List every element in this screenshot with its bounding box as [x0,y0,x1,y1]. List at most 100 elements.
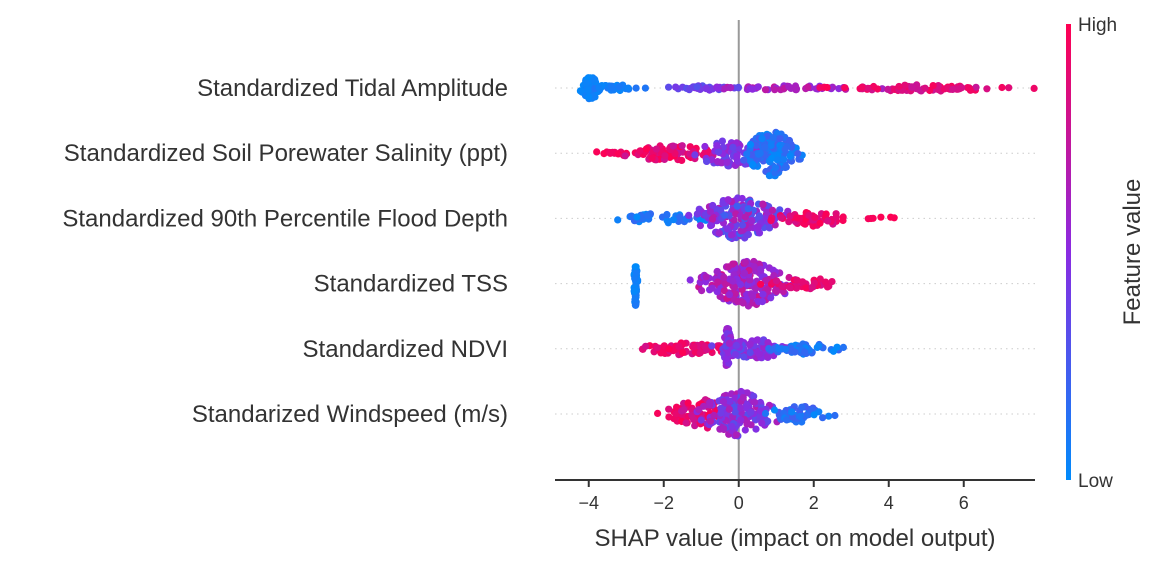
x-axis-label: SHAP value (impact on model output) [594,525,995,552]
data-point [648,154,656,162]
data-point [1030,84,1038,92]
data-point [921,84,929,92]
data-point [644,211,652,220]
data-point [706,417,715,425]
data-point [785,136,794,145]
data-point [733,152,741,160]
data-point [831,411,839,420]
data-point [663,211,671,219]
data-point [770,406,779,414]
data-point [739,394,747,402]
data-point [632,301,640,309]
data-point [750,392,758,400]
data-point [776,135,784,143]
data-point [614,150,622,158]
data-point [761,143,769,151]
data-point [701,142,709,151]
data-point [754,223,762,231]
data-point [606,148,614,157]
data-point [796,412,804,421]
data-point [730,283,738,291]
data-point [701,342,709,351]
data-point [841,84,849,92]
data-point [720,85,728,93]
data-point [771,86,779,94]
data-point [822,278,830,286]
data-point [816,219,824,227]
data-point [748,217,756,225]
data-point [725,397,733,405]
data-point [816,275,824,283]
data-point [767,141,775,150]
data-point [767,294,775,302]
data-point [768,154,776,162]
data-point [633,213,641,221]
data-point [713,142,721,150]
data-point [708,342,716,350]
data-point [720,287,729,295]
data-point [743,150,751,158]
data-point [732,431,741,439]
data-point [672,410,680,418]
data-point [624,84,632,92]
data-point [738,221,747,229]
data-point [685,211,693,219]
data-point [798,403,806,411]
data-point [949,85,957,93]
data-point [785,82,793,91]
data-point [755,350,763,358]
data-point [631,274,639,283]
data-point [652,145,661,153]
data-point [799,278,807,286]
data-point [737,416,745,424]
data-point [754,336,762,344]
data-point [765,172,774,180]
data-point [772,287,780,295]
data-point [746,141,755,149]
data-point [732,341,741,349]
data-point [858,83,866,91]
data-point [736,280,745,289]
data-point [741,213,750,221]
data-point [786,152,794,160]
data-point [584,86,592,94]
feature-label: Standardized Soil Porewater Salinity (pp… [64,140,508,167]
data-point [614,216,622,224]
data-point [678,156,686,164]
data-point [819,414,827,422]
data-point [764,339,772,347]
data-point [607,82,615,90]
data-point [801,348,809,356]
data-point [735,145,743,153]
data-point [691,151,699,159]
data-point [725,405,733,413]
data-point [752,425,760,433]
data-point [804,83,812,91]
data-point [731,351,740,359]
data-point [672,83,680,91]
data-point [669,216,678,224]
data-point [709,201,717,210]
data-point [724,263,732,271]
data-point [767,217,775,225]
data-point [685,86,693,94]
data-point [972,83,980,91]
data-point [676,213,684,221]
data-point [802,284,810,292]
data-point [630,287,638,295]
data-point [966,86,975,94]
data-point [740,269,749,277]
data-point [717,409,725,417]
data-point [595,84,603,92]
data-point [768,206,777,214]
data-point [775,345,783,353]
data-point [734,84,743,92]
data-point [733,202,741,210]
data-point [741,258,749,266]
data-point [829,347,838,355]
feature-label: Standarized Windspeed (m/s) [192,401,508,428]
data-point [632,84,640,92]
data-point [653,344,661,352]
x-tick-label: 6 [959,493,969,513]
data-point [793,276,801,284]
